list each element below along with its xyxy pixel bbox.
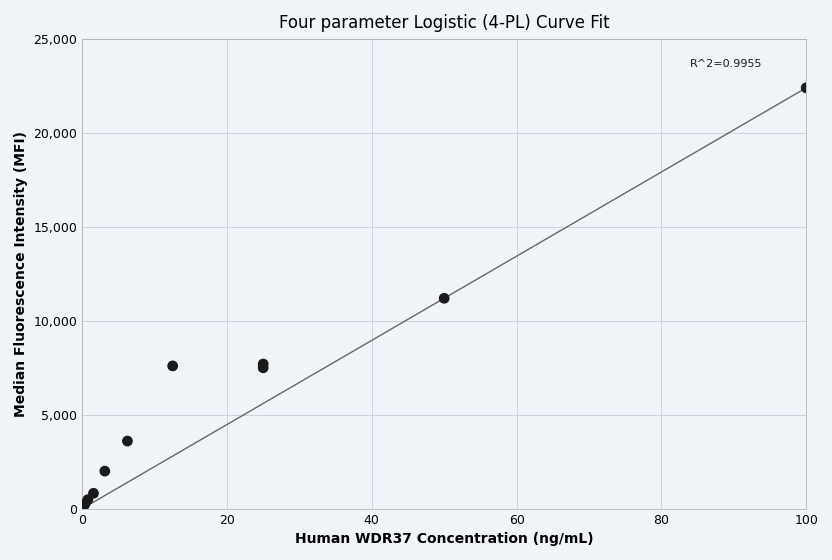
Point [256,360,270,368]
Point [256,363,270,372]
Point [800,83,813,92]
X-axis label: Human WDR37 Concentration (ng/mL): Human WDR37 Concentration (ng/mL) [295,532,593,546]
Point [121,437,134,446]
Text: R^2=0.9955: R^2=0.9955 [691,59,763,69]
Title: Four parameter Logistic (4-PL) Curve Fit: Four parameter Logistic (4-PL) Curve Fit [279,14,610,32]
Point [166,361,180,370]
Point [98,466,111,475]
Point [78,500,92,508]
Point [77,503,90,512]
Point [438,294,451,303]
Point [82,495,95,504]
Point [87,489,100,498]
Y-axis label: Median Fluorescence Intensity (MFI): Median Fluorescence Intensity (MFI) [14,131,28,417]
Point [77,501,90,510]
